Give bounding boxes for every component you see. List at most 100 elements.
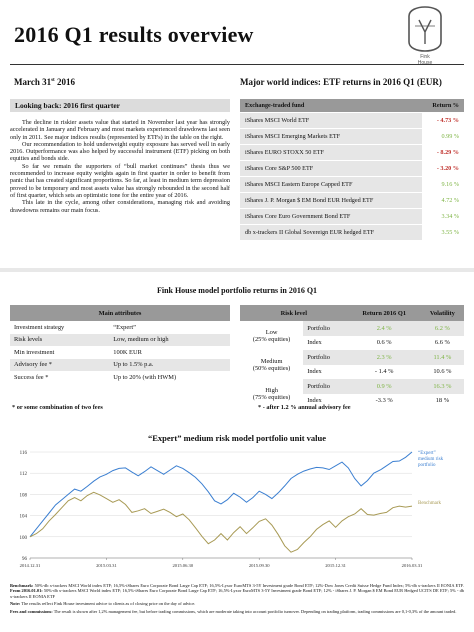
portfolio-series-line xyxy=(29,451,413,538)
portfolio-legend-label: medium risk xyxy=(418,457,444,462)
attribute-label: Advisory fee * xyxy=(10,358,110,371)
risk-level-cell: Medium (50% equities) xyxy=(240,350,304,379)
etf-row: db x-trackers II Global Sovereign EUR he… xyxy=(240,224,464,241)
look-back-paragraph: This late in the cycle, among other cons… xyxy=(10,199,230,214)
risk-return: 2.3 % xyxy=(347,350,421,365)
footnotes: Benchmark: 50%-db x-trackers MSCI World … xyxy=(10,583,464,614)
attribute-value: Low, medium or high xyxy=(109,333,230,346)
etf-row: iShares MSCI Emerging Markets ETF 0.99 % xyxy=(240,128,464,145)
risk-row: Index 0.6 % 6.6 % xyxy=(240,336,464,351)
look-back-body: The decline in riskier assets value that… xyxy=(10,119,230,214)
volatility-header: Volatility xyxy=(420,305,464,321)
x-tick-label: 2015.06.30 xyxy=(172,563,193,568)
unit-value-line-chart: 96 100 104 108 112 116 2014.12.31 2015.03.31 201… xyxy=(20,450,444,568)
main-attributes-table: Main attributes Investment strategy “Expe… xyxy=(10,305,230,384)
risk-sub-label: Index xyxy=(307,368,322,376)
etf-row: iShares MSCI Eastern Europe Capped ETF 9.… xyxy=(240,176,464,193)
attribute-row: Investment strategy “Expert” xyxy=(10,321,230,334)
risk-row: Index - 1.4 % 10.6 % xyxy=(240,365,464,380)
fink-section-heading: Fink House model portfolio returns in 20… xyxy=(156,286,318,295)
risk-volatility: 10.6 % xyxy=(433,368,452,376)
etf-return: 3.34 % xyxy=(422,208,464,225)
etf-name: db x-trackers II Global Sovereign EUR he… xyxy=(240,224,423,241)
etf-name: iShares Core S&P 500 ETF xyxy=(240,160,423,177)
x-tick-label: 2016.03.31 xyxy=(402,563,423,568)
attribute-label: Risk levels xyxy=(10,333,110,346)
section-divider xyxy=(0,268,474,272)
return-header: Return 2016 Q1 xyxy=(347,305,421,321)
attribute-value: Up to 20% (with HWM) xyxy=(113,373,177,381)
risk-row: Medium (50% equities) Portfolio 2.3 % 11.4 % xyxy=(240,350,464,379)
risk-sub-label: Index xyxy=(307,339,322,347)
attribute-label: Investment strategy xyxy=(14,323,65,331)
svg-text:Fink: Fink xyxy=(420,54,430,60)
attribute-value: “Expert” xyxy=(113,323,136,331)
risk-level-equities: (75% equities) xyxy=(252,393,291,401)
look-back-paragraph: The decline in riskier assets value that… xyxy=(10,119,230,141)
attribute-value: Up to 1.5% p.a. xyxy=(109,358,230,371)
title-divider xyxy=(10,64,464,65)
etf-return: 0.99 % xyxy=(422,128,464,145)
attributes-header: Main attributes xyxy=(10,305,230,321)
return-column-header: Return % xyxy=(423,99,464,113)
y-tick-label: 100 xyxy=(20,536,28,541)
risk-volatility: 16.3 % xyxy=(420,379,464,394)
x-tick-label: 2015.09.30 xyxy=(249,563,270,568)
risk-level-name: High xyxy=(265,386,278,394)
attribute-row: Success fee * Up to 20% (with HWM) xyxy=(10,371,230,384)
attribute-row: Min investment 100K EUR xyxy=(10,346,230,359)
etf-name: iShares MSCI Emerging Markets ETF xyxy=(240,128,423,145)
svg-text:House: House xyxy=(418,60,433,66)
risk-return: 0.9 % xyxy=(347,379,421,394)
risk-return: 2.4 % xyxy=(347,321,421,336)
risk-level-equities: (25% equities) xyxy=(252,335,291,343)
y-tick-label: 116 xyxy=(20,451,28,456)
risk-sub-label: Index xyxy=(307,397,322,405)
report-date: March 31st 2016 xyxy=(14,77,75,87)
attribute-label: Min investment xyxy=(14,348,55,356)
etf-row: iShares MSCI World ETF - 4.73 % xyxy=(240,112,464,129)
risk-sub-label: Portfolio xyxy=(303,321,348,336)
etf-return: 4.72 % xyxy=(422,192,464,209)
risk-row: High (75% equities) Portfolio 0.9 % 16.3 % xyxy=(240,379,464,408)
risk-level-table: Risk level Return 2016 Q1 Volatility Low… xyxy=(240,305,464,408)
risk-level-cell: High (75% equities) xyxy=(240,379,304,408)
y-tick-label: 104 xyxy=(20,515,28,520)
attribute-row: Risk levels Low, medium or high xyxy=(10,333,230,346)
x-tick-label: 2015.12.31 xyxy=(325,563,346,568)
look-back-paragraph: So far we remain the supporters of “bull… xyxy=(10,162,230,199)
x-tick-label: 2015.03.31 xyxy=(96,563,117,568)
attributes-note: * or some combination of two fees xyxy=(12,404,103,411)
etf-section-heading: Major world indices: ETF returns in 2016… xyxy=(240,77,442,87)
etf-row: iShares J. P. Morgan $ EM Bond EUR Hedge… xyxy=(240,192,464,209)
etf-row: iShares Core S&P 500 ETF - 3.20 % xyxy=(240,160,464,177)
risk-volatility: 18 % xyxy=(435,397,450,405)
benchmark-series-line xyxy=(29,491,413,553)
risk-return: -3.3 % xyxy=(375,397,393,405)
etf-name: iShares EURO STOXX 50 ETF xyxy=(240,144,423,161)
risk-level-equities: (50% equities) xyxy=(252,364,291,372)
etf-name: iShares Core Euro Government Bond ETF xyxy=(240,208,423,225)
etf-row: iShares Core Euro Government Bond ETF 3.3… xyxy=(240,208,464,225)
etf-name: iShares MSCI World ETF xyxy=(240,112,423,129)
attribute-label: Success fee * xyxy=(14,373,49,381)
y-tick-label: 112 xyxy=(20,472,28,477)
attribute-value: 100K EUR xyxy=(113,348,142,356)
page-title: 2016 Q1 results overview xyxy=(14,22,254,47)
portfolio-legend-label: “Expert” xyxy=(418,450,436,456)
portfolio-legend-label: portfolio xyxy=(418,463,436,468)
etf-returns-table: Exchange-traded fund Return % iShares MS… xyxy=(240,99,464,241)
etf-name: iShares J. P. Morgan $ EM Bond EUR Hedge… xyxy=(240,192,423,209)
etf-return: - 8.29 % xyxy=(422,144,464,161)
risk-volatility: 6.6 % xyxy=(434,339,450,347)
look-back-heading: Looking back: 2016 first quarter xyxy=(10,99,230,112)
fink-house-logo: Fink House xyxy=(395,2,455,68)
attribute-row: Advisory fee * Up to 1.5% p.a. xyxy=(10,358,230,371)
etf-row: iShares EURO STOXX 50 ETF - 8.29 % xyxy=(240,144,464,161)
y-tick-label: 108 xyxy=(20,493,28,498)
etf-name: iShares MSCI Eastern Europe Capped ETF xyxy=(240,176,423,193)
look-back-paragraph: Our recommendation to hold underweight e… xyxy=(10,140,230,163)
etf-return: 3.55 % xyxy=(422,224,464,241)
benchmark-legend-label: Benchmark xyxy=(418,501,442,506)
etf-return: - 3.20 % xyxy=(422,160,464,177)
